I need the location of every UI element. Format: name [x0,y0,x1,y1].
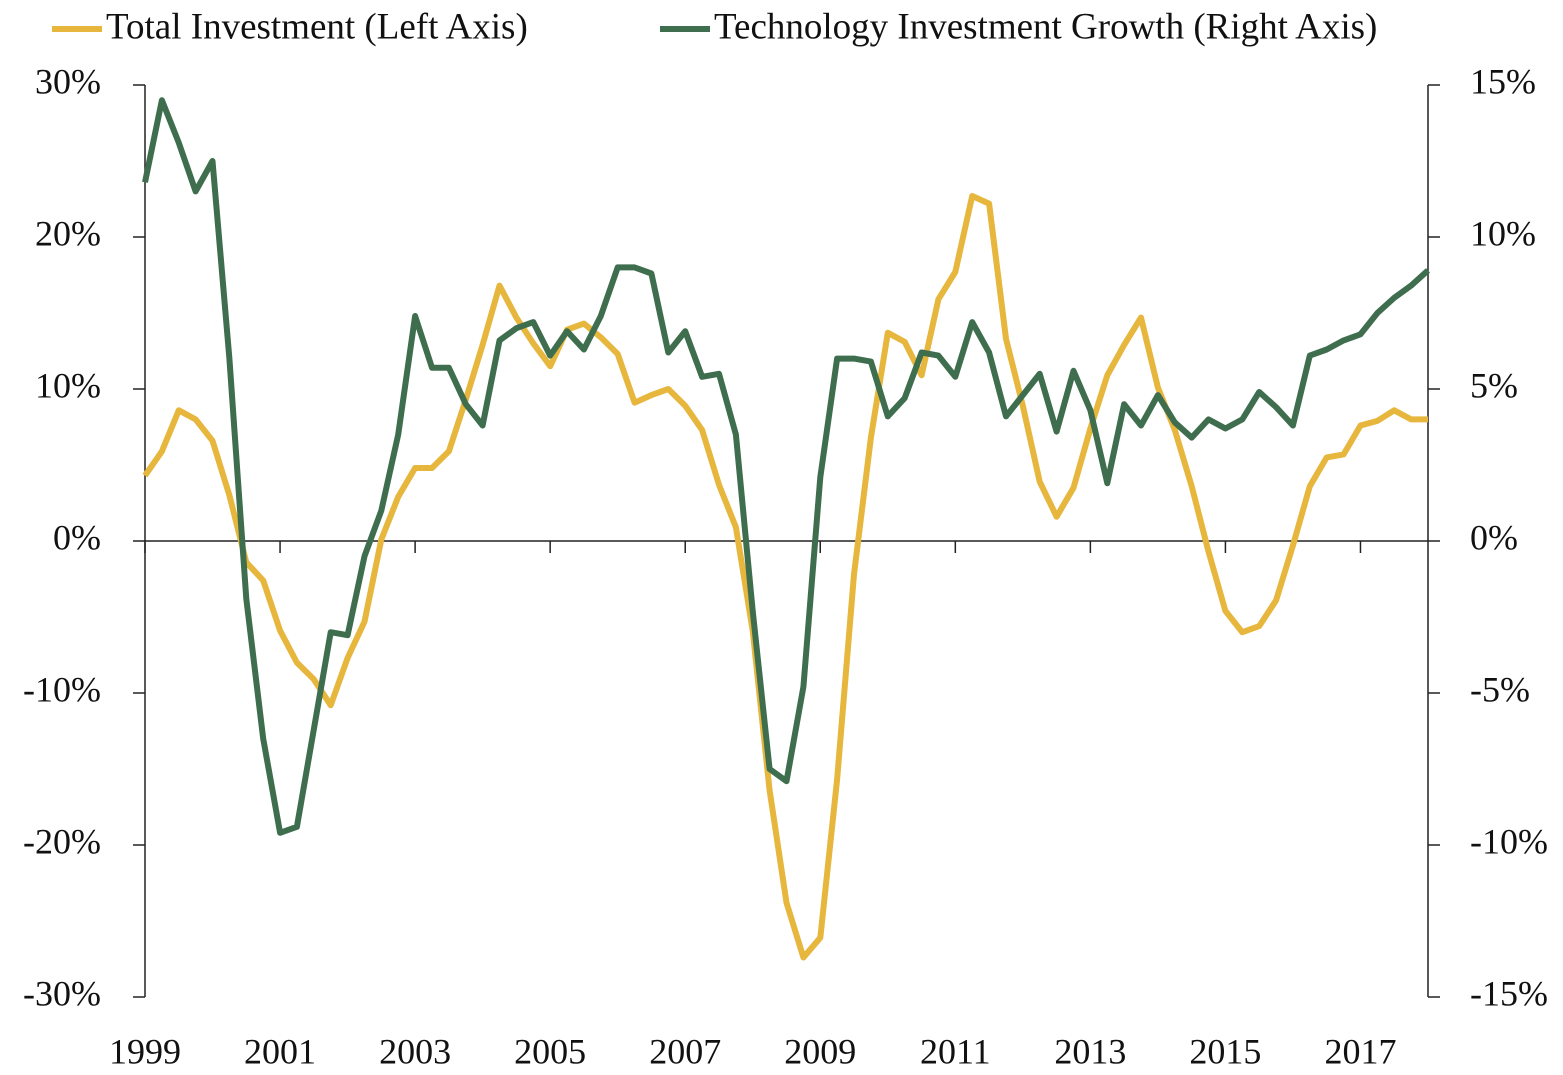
y-tick-label: -30% [23,973,101,1013]
x-tick-label: 2003 [379,1031,451,1071]
y2-tick-label: 5% [1470,365,1518,405]
x-tick-label: 2017 [1324,1031,1396,1071]
y-tick-label: -10% [23,669,101,709]
x-tick-label: 2007 [649,1031,721,1071]
y2-tick-label: -5% [1470,669,1530,709]
x-tick-label: 2015 [1189,1031,1261,1071]
x-tick-label: 2009 [784,1031,856,1071]
x-tick-label: 2013 [1054,1031,1126,1071]
x-tick-label: 1999 [109,1031,181,1071]
x-tick-label: 2001 [244,1031,316,1071]
legend-label: Total Investment (Left Axis) [106,6,528,47]
y-tick-label: 10% [35,365,101,405]
y-tick-label: 0% [53,517,101,557]
y2-tick-label: 10% [1470,213,1536,253]
line-series [142,97,1431,836]
y2-tick-label: -15% [1470,973,1548,1013]
legend-label: Technology Investment Growth (Right Axis… [714,6,1377,47]
y-tick-label: -20% [23,821,101,861]
x-tick-label: 2005 [514,1031,586,1071]
y-tick-label: 20% [35,213,101,253]
y2-tick-label: 0% [1470,517,1518,557]
y2-tick-label: 15% [1470,61,1536,101]
x-tick-label: 2011 [920,1031,991,1071]
y2-tick-label: -10% [1470,821,1548,861]
y-tick-label: 30% [35,61,101,101]
line-series [142,193,1428,961]
